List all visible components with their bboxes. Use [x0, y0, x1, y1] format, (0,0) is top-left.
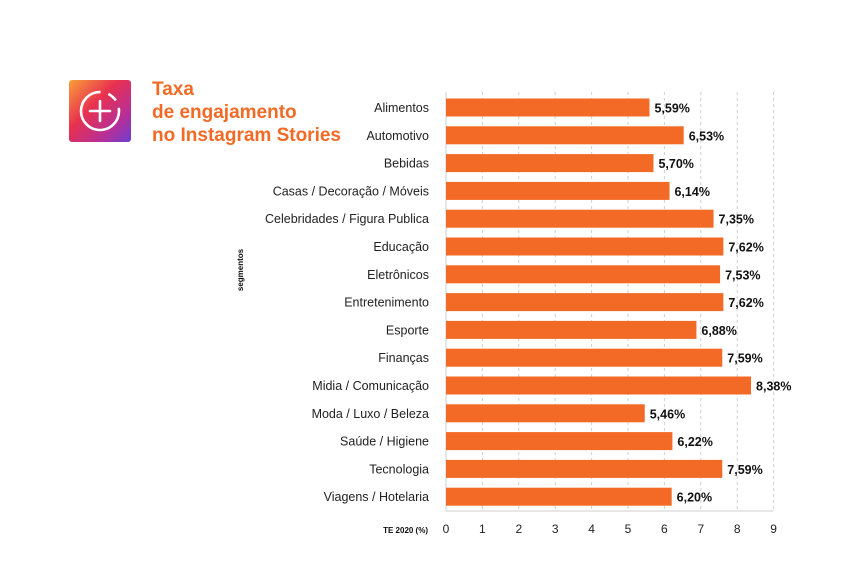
- x-tick-label: 9: [770, 522, 777, 536]
- bars: [446, 98, 752, 506]
- bar: [446, 376, 752, 395]
- bar: [446, 293, 724, 312]
- x-axis-title: TE 2020 (%): [383, 526, 428, 535]
- value-label: 5,59%: [654, 102, 689, 116]
- value-label: 6,20%: [677, 491, 712, 505]
- value-label: 5,46%: [650, 407, 685, 421]
- category-label: Eletrônicos: [367, 268, 429, 282]
- bar: [446, 487, 672, 506]
- value-label: 7,62%: [728, 241, 763, 255]
- title-line-1: Taxa: [152, 79, 194, 100]
- x-tick-label: 6: [661, 522, 668, 536]
- y-axis-title: segmentos: [236, 248, 245, 291]
- bar: [446, 181, 670, 200]
- x-tick-label: 3: [552, 522, 559, 536]
- x-tick-label: 7: [697, 522, 704, 536]
- bar: [446, 404, 645, 423]
- value-label: 7,59%: [727, 352, 762, 366]
- title-line-3: no Instagram Stories: [152, 125, 341, 146]
- bar: [446, 320, 697, 339]
- title-line-2: de engajamento: [152, 102, 297, 123]
- bar: [446, 459, 723, 478]
- value-label: 6,53%: [689, 129, 724, 143]
- value-label: 8,38%: [756, 380, 791, 394]
- category-label: Alimentos: [374, 101, 429, 115]
- category-label: Educação: [373, 240, 429, 254]
- x-tick-label: 1: [479, 522, 486, 536]
- value-label: 5,70%: [658, 157, 693, 171]
- category-label: Tecnologia: [369, 462, 429, 476]
- value-label: 7,59%: [727, 463, 762, 477]
- category-label: Automotivo: [366, 129, 429, 143]
- x-tick-label: 8: [734, 522, 741, 536]
- category-label: Bebidas: [384, 157, 429, 171]
- x-tick-label: 0: [443, 522, 450, 536]
- x-tick-label: 4: [588, 522, 595, 536]
- bar: [446, 348, 723, 367]
- value-label: 7,62%: [728, 296, 763, 310]
- bar: [446, 98, 650, 117]
- bar: [446, 265, 721, 284]
- category-label: Saúde / Higiene: [340, 435, 429, 449]
- value-label: 6,14%: [674, 185, 709, 199]
- category-label: Midia / Comunicação: [312, 379, 429, 393]
- instagram-stories-add-icon: [69, 80, 131, 142]
- category-label: Moda / Luxo / Beleza: [312, 407, 429, 421]
- bar: [446, 209, 714, 228]
- bar: [446, 432, 673, 451]
- value-label: 6,88%: [701, 324, 736, 338]
- category-label: Finanças: [378, 351, 429, 365]
- category-label: Casas / Decoração / Móveis: [273, 184, 429, 198]
- chart-title: Taxa de engajamento no Instagram Stories: [152, 79, 341, 146]
- category-label: Celebridades / Figura Publica: [265, 212, 429, 226]
- category-label: Esporte: [386, 323, 429, 337]
- bar: [446, 154, 654, 173]
- value-label: 6,22%: [677, 435, 712, 449]
- value-label: 7,35%: [719, 213, 754, 227]
- bar: [446, 237, 724, 256]
- labels: 0 1 2 3 4 5 6 7 8 9 Alimentos 5,59% Automotivo 6,53% B…: [265, 101, 791, 536]
- value-label: 7,53%: [725, 268, 760, 282]
- x-tick-label: 2: [515, 522, 522, 536]
- category-label: Viagens / Hotelaria: [324, 490, 429, 504]
- x-tick-label: 5: [625, 522, 632, 536]
- bar: [446, 126, 684, 145]
- category-label: Entretenimento: [344, 296, 429, 310]
